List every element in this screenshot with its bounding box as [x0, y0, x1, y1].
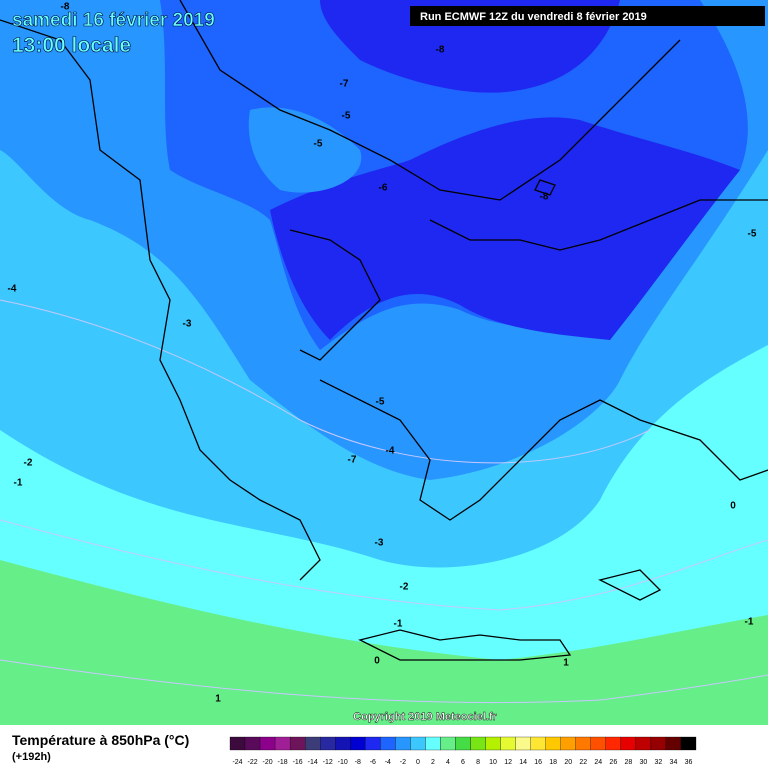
valid-date: samedi 16 février 2019	[12, 10, 215, 31]
colorbar-label: -6	[370, 759, 376, 766]
contour-label: -1	[14, 478, 23, 489]
colorbar-swatch	[350, 736, 366, 751]
contour-labels: -8-8-7-5-5-6-8-5-4-3-2-1-5-4-7-3-2-10 10-…	[8, 2, 757, 705]
colorbar-label: 32	[655, 759, 663, 766]
colorbar-swatch	[665, 736, 682, 751]
colorbar-swatch	[545, 736, 561, 751]
colorbar-swatch	[229, 736, 246, 751]
colorbar-swatch	[410, 736, 426, 751]
colorbar-label: 26	[609, 759, 617, 766]
temperature-field	[0, 0, 768, 725]
colorbar-label: 8	[476, 759, 480, 766]
colorbar-swatch	[515, 736, 531, 751]
colorbar-label: -18	[278, 759, 288, 766]
run-info: Run ECMWF 12Z du vendredi 8 février 2019	[420, 11, 647, 23]
colorbar-swatch	[440, 736, 456, 751]
contour-label: 0	[730, 501, 736, 512]
colorbar-swatch	[244, 736, 261, 751]
colorbar-label: 10	[489, 759, 497, 766]
contour-label: -2	[24, 458, 33, 469]
colorbar-label: 2	[431, 759, 435, 766]
colorbar-swatch	[635, 736, 652, 751]
colorbar-label: 4	[446, 759, 450, 766]
contour-label: 0	[374, 656, 380, 667]
contour-label: -1	[745, 617, 754, 628]
colorbar-swatch	[650, 736, 667, 751]
contour-label: -1	[394, 619, 403, 630]
colorbar-swatch	[335, 736, 351, 751]
colorbar-label: -12	[323, 759, 333, 766]
coastlines	[0, 0, 768, 661]
contour-label: -5	[314, 139, 323, 150]
colorbar-swatch	[620, 736, 637, 751]
colorbar-swatch	[590, 736, 606, 751]
colorbar-swatch	[289, 736, 306, 751]
colorbar-swatch	[380, 736, 396, 751]
colorbar-label: 22	[579, 759, 587, 766]
colorbar-swatch	[470, 736, 486, 751]
contour-label: -2	[400, 582, 409, 593]
colorbar-swatch	[605, 736, 621, 751]
colorbar-label: -8	[355, 759, 361, 766]
contour-label: -4	[8, 284, 17, 295]
colorbar-label: -20	[263, 759, 273, 766]
colorbar-swatch	[560, 736, 576, 751]
colorbar-label: 36	[685, 759, 693, 766]
colorbar-label: -22	[247, 759, 257, 766]
colorbar-label: 18	[549, 759, 557, 766]
colorbar-label: -24	[232, 759, 242, 766]
colorbar-label: 34	[670, 759, 678, 766]
contour-label: -3	[183, 319, 192, 330]
colorbar-label: -2	[400, 759, 406, 766]
contour-label: 1	[563, 658, 569, 669]
colorbar-label: -4	[385, 759, 391, 766]
colorbar-label: 24	[594, 759, 602, 766]
valid-time: 13:00 locale	[12, 34, 131, 57]
colorbar-swatch	[305, 736, 321, 751]
contour-label: -5	[376, 397, 385, 408]
colorbar-swatch	[530, 736, 546, 751]
colorbar-label: -16	[293, 759, 303, 766]
colorbar-swatch	[274, 736, 291, 751]
contour-label: -5	[342, 111, 351, 122]
colorbar-swatch	[485, 736, 501, 751]
colorbar-swatch	[395, 736, 411, 751]
colorbar-swatch	[320, 736, 336, 751]
colorbar-label: 30	[639, 759, 647, 766]
colorbar-swatch	[575, 736, 591, 751]
forecast-lead: (+192h)	[12, 751, 51, 763]
contour-label: -5	[748, 229, 757, 240]
colorbar-swatch	[365, 736, 381, 751]
colorbar-label: 16	[534, 759, 542, 766]
colorbar-swatch	[455, 736, 471, 751]
colorbar-label: -10	[338, 759, 348, 766]
colorbar-swatch	[500, 736, 516, 751]
contour-label: -7	[340, 79, 349, 90]
colorbar-label: 0	[416, 759, 420, 766]
colorbar-label: -14	[308, 759, 318, 766]
contour-label: -3	[375, 538, 384, 549]
legend-title: Température à 850hPa (°C)	[12, 732, 189, 748]
copyright: Copyright 2019 Meteociel.fr	[353, 711, 497, 723]
contour-label: 1	[215, 694, 221, 705]
contour-label: -8	[436, 45, 445, 56]
contour-label: -6	[379, 183, 388, 194]
contour-label: -8	[61, 2, 70, 13]
contour-label: -8	[540, 192, 549, 203]
colorbar-swatch	[259, 736, 276, 751]
colorbar-label: 28	[624, 759, 632, 766]
colorbar: -24 -22 -20 -18 -16 -14 -12 -10 -8 -6 -4 -2 0 2 4 6 8 10 1…	[229, 736, 697, 766]
colorbar-label: 20	[564, 759, 572, 766]
run-box	[410, 6, 765, 26]
colorbar-label: 12	[504, 759, 512, 766]
colorbar-label: 14	[519, 759, 527, 766]
contour-label: -4	[386, 446, 395, 457]
colorbar-swatch	[425, 736, 441, 751]
colorbar-swatch	[680, 736, 697, 751]
colorbar-label: 6	[461, 759, 465, 766]
contour-label: -7	[348, 455, 357, 466]
